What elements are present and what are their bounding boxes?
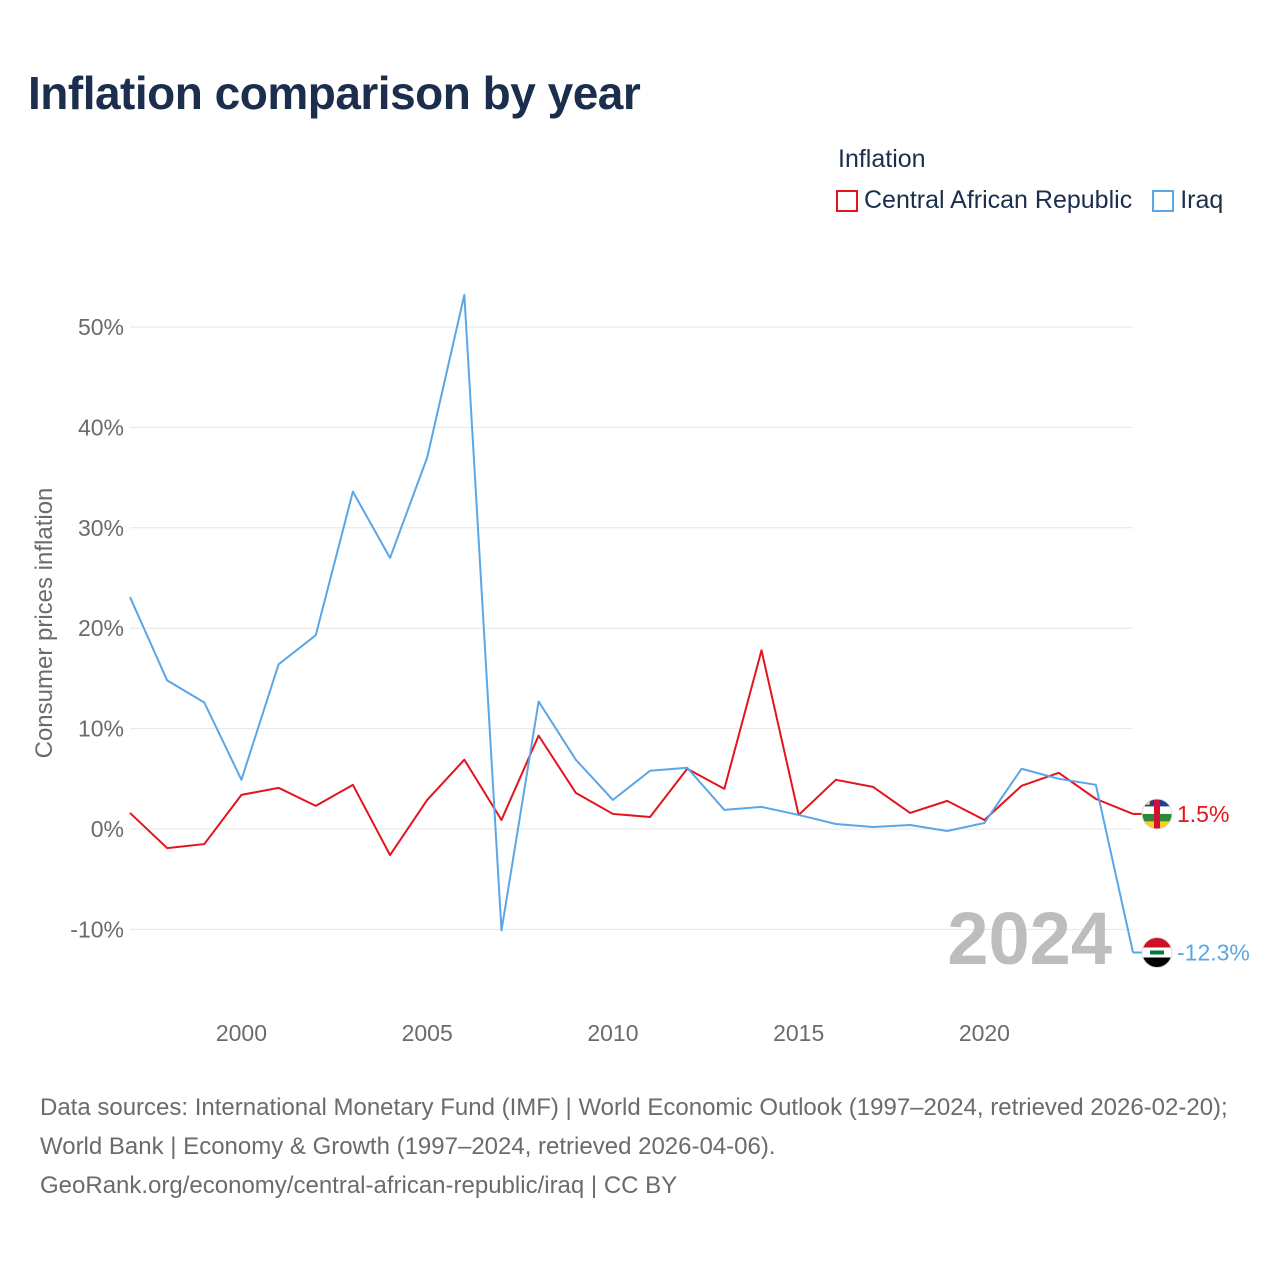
y-tick-label: -10% [70, 916, 124, 942]
y-axis-label: Consumer prices inflation [31, 488, 58, 759]
flag-band [1142, 937, 1172, 948]
series-line-central-african-republic [129, 649, 1134, 857]
series-lines [129, 293, 1145, 954]
y-tick-label: 0% [91, 816, 124, 842]
flag-outline [1141, 798, 1173, 830]
legend: Central African Republic Iraq [836, 186, 1223, 215]
legend-label-iraq: Iraq [1180, 186, 1224, 214]
legend-item-central-african-republic[interactable]: Central African Republic [836, 186, 1132, 215]
x-tick-label: 2015 [773, 1020, 824, 1046]
y-tick-label: 40% [78, 414, 124, 440]
chart-title: Inflation comparison by year [28, 67, 641, 119]
gridlines [130, 326, 1133, 930]
data-sources: Data sources: International Monetary Fun… [40, 1088, 1250, 1205]
line-chart: -10%0%10%20%30%40%50% 2000 2005 2010 2015 20… [31, 293, 1250, 1046]
y-axis-ticks: -10% 0% 10% 20% 30% 40% 50% [70, 314, 124, 942]
flag-stripe [1154, 798, 1160, 829]
x-tick-label: 2000 [216, 1020, 267, 1046]
flag-band [1142, 957, 1172, 968]
end-value-label: -12.3% [1177, 939, 1250, 965]
x-axis-ticks: 2000 2005 2010 2015 2020 [216, 1020, 1010, 1046]
series-line-iraq [129, 293, 1134, 953]
legend-swatch-iraq [1152, 189, 1175, 212]
x-tick-label: 2005 [402, 1020, 453, 1046]
legend-label-central-african-republic: Central African Republic [864, 186, 1133, 214]
end-labels: 1.5% -12.3% [1177, 801, 1250, 966]
sources-line-1: Data sources: International Monetary Fun… [40, 1094, 1228, 1160]
x-tick-label: 2010 [587, 1020, 638, 1046]
y-tick-label: 10% [78, 716, 124, 742]
flag-script [1150, 950, 1164, 955]
flag-outline [1141, 936, 1173, 968]
year-watermark: 2024 [947, 897, 1112, 980]
end-flags [1141, 798, 1173, 968]
legend-swatch-central-african-republic [836, 189, 858, 212]
y-tick-label: 20% [78, 615, 124, 641]
x-tick-label: 2020 [959, 1020, 1010, 1046]
end-value-label: 1.5% [1177, 801, 1229, 827]
flag-fill [1142, 937, 1172, 968]
iraq-flag-icon [1141, 936, 1173, 968]
legend-item-iraq[interactable]: Iraq [1152, 186, 1223, 215]
central-african-republic-flag-icon [1141, 798, 1173, 830]
legend-title: Inflation [838, 145, 926, 173]
y-tick-label: 50% [78, 314, 124, 340]
sources-line-2: GeoRank.org/economy/central-african-repu… [40, 1172, 678, 1199]
y-tick-label: 30% [78, 515, 124, 541]
